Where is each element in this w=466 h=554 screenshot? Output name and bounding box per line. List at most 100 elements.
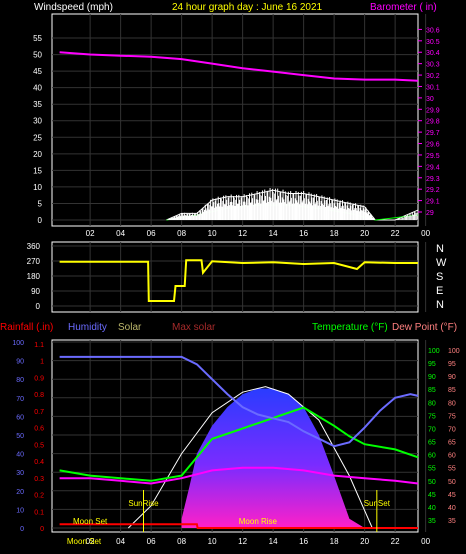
- wind-tick-label: 5: [38, 199, 43, 208]
- wind-series-barometer: [59, 51, 419, 82]
- wind-tick-label: 0: [38, 216, 43, 225]
- barometer-tick-label: 30.3: [426, 62, 440, 69]
- dew-point-tick-label: 40: [448, 505, 456, 512]
- wind-tick-label: 35: [33, 100, 42, 109]
- temp-plot-frame: [51, 339, 419, 533]
- hour-tick-label: 02: [86, 537, 95, 546]
- direction-series: [59, 259, 418, 302]
- wind-tick-label: 30: [33, 117, 42, 126]
- dew-point-tick-label: 50: [448, 479, 456, 486]
- wind-tick-label: 55: [33, 34, 42, 43]
- wind-tick-label: 40: [33, 84, 42, 93]
- barometer-tick-label: 29.7: [426, 130, 440, 137]
- temperature-tick-label: 55: [428, 466, 436, 473]
- event-label: Moon Set: [67, 537, 102, 546]
- hour-tick-label: 10: [208, 229, 217, 238]
- rain-tick-label: 1.1: [34, 342, 44, 349]
- hour-tick-label: 16: [299, 229, 308, 238]
- dew-point-tick-label: 60: [448, 453, 456, 460]
- temperature-tick-label: 75: [428, 413, 436, 420]
- max-solar-axis-title: Max solar: [172, 322, 216, 333]
- compass-label: S: [436, 271, 443, 283]
- temperature-tick-label: 90: [428, 374, 436, 381]
- wind-plot-frame: [51, 13, 419, 227]
- dew-point-tick-label: 80: [448, 400, 456, 407]
- rain-tick-label: 0.3: [34, 476, 44, 483]
- dew-point-tick-label: 35: [448, 518, 456, 525]
- temperature-tick-label: 95: [428, 361, 436, 368]
- barometer-tick-label: 29.1: [426, 199, 440, 206]
- rainfall-series: [59, 523, 418, 529]
- barometer-tick-label: 29.9: [426, 107, 440, 114]
- rain-tick-label: 0.1: [34, 509, 44, 516]
- max-solar-series: [127, 386, 373, 529]
- hour-tick-label: 18: [330, 537, 339, 546]
- dew-point-tick-label: 65: [448, 440, 456, 447]
- compass-label: W: [436, 257, 447, 269]
- humidity-tick-label: 30: [16, 470, 24, 477]
- event-label: Moon Set: [73, 517, 108, 526]
- wind-axis-title: Windspeed (mph): [34, 2, 113, 13]
- dew-point-series: [59, 466, 419, 485]
- temperature-tick-label: 65: [428, 440, 436, 447]
- dew-point-tick-label: 55: [448, 466, 456, 473]
- direction-tick-label: 360: [27, 242, 41, 251]
- hour-tick-label: 02: [86, 229, 95, 238]
- solar-area: [181, 388, 365, 528]
- hour-tick-label: 22: [391, 229, 400, 238]
- event-label: SunRise: [128, 499, 159, 508]
- direction-tick-label: 270: [27, 257, 41, 266]
- dew-point-tick-label: 95: [448, 361, 456, 368]
- barometer-axis-title: Barometer ( in): [370, 2, 437, 13]
- direction-tick-label: 0: [36, 302, 41, 311]
- dew-point-tick-label: 90: [448, 374, 456, 381]
- barometer-tick-label: 29.4: [426, 164, 440, 171]
- hour-tick-label: 06: [147, 537, 156, 546]
- rain-tick-label: 0: [40, 526, 44, 533]
- dew-point-tick-label: 100: [448, 348, 460, 355]
- barometer-tick-label: 29.6: [426, 142, 440, 149]
- rain-tick-label: 0.2: [34, 493, 44, 500]
- rain-tick-label: 1: [40, 359, 44, 366]
- graph-title: 24 hour graph day : June 16 2021: [172, 2, 323, 13]
- hour-tick-label: 20: [360, 229, 369, 238]
- barometer-tick-label: 30.2: [426, 73, 440, 80]
- humidity-tick-label: 100: [12, 340, 24, 347]
- compass-label: N: [436, 299, 444, 311]
- dew-point-tick-label: 75: [448, 413, 456, 420]
- hour-tick-label: 04: [116, 229, 125, 238]
- temperature-series: [59, 406, 419, 482]
- temperature-tick-label: 60: [428, 453, 436, 460]
- barometer-tick-label: 29.8: [426, 119, 440, 126]
- humidity-tick-label: 50: [16, 433, 24, 440]
- compass-label: N: [436, 243, 444, 255]
- direction-tick-label: 180: [27, 272, 41, 281]
- hour-tick-label: 00: [421, 537, 430, 546]
- rain-tick-label: 0.5: [34, 442, 44, 449]
- hour-tick-label: 06: [147, 229, 156, 238]
- barometer-tick-label: 29.3: [426, 176, 440, 183]
- solar-axis-title: Solar: [118, 322, 142, 333]
- dew-point-tick-label: 70: [448, 426, 456, 433]
- barometer-tick-label: 30.4: [426, 50, 440, 57]
- hour-tick-label: 18: [330, 229, 339, 238]
- temperature-tick-label: 80: [428, 400, 436, 407]
- humidity-tick-label: 60: [16, 414, 24, 421]
- rainfall-axis-title: Rainfall (.in): [0, 322, 53, 333]
- rain-tick-label: 0.8: [34, 392, 44, 399]
- event-label: Moon Rise: [239, 517, 278, 526]
- humidity-tick-label: 40: [16, 452, 24, 459]
- wind-tick-label: 10: [33, 183, 42, 192]
- humidity-tick-label: 80: [16, 377, 24, 384]
- hour-tick-label: 16: [299, 537, 308, 546]
- rain-tick-label: 0.9: [34, 375, 44, 382]
- rain-tick-label: 0.7: [34, 409, 44, 416]
- temperature-axis-title: Temperature (°F): [312, 322, 388, 333]
- hour-tick-label: 08: [177, 229, 186, 238]
- direction-tick-label: 90: [31, 287, 40, 296]
- barometer-tick-label: 30.5: [426, 39, 440, 46]
- hour-tick-label: 20: [360, 537, 369, 546]
- humidity-tick-label: 90: [16, 359, 24, 366]
- hour-tick-label: 04: [116, 537, 125, 546]
- wind-tick-label: 25: [33, 133, 42, 142]
